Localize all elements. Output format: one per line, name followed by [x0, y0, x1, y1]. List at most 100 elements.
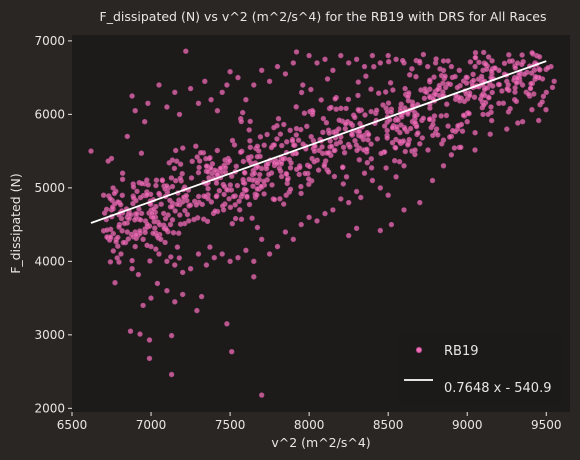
- data-point: [333, 106, 339, 112]
- data-point: [393, 56, 399, 62]
- data-point: [254, 179, 260, 186]
- data-point: [394, 124, 400, 130]
- data-point: [314, 60, 320, 66]
- data-point: [432, 91, 439, 98]
- data-point: [353, 225, 360, 232]
- data-point: [396, 159, 403, 165]
- data-point: [385, 52, 391, 59]
- data-point: [140, 302, 146, 309]
- data-point: [358, 133, 364, 140]
- data-point: [427, 86, 433, 92]
- data-point: [330, 129, 337, 135]
- data-point: [130, 184, 137, 190]
- data-point: [162, 215, 169, 222]
- data-point: [512, 65, 518, 71]
- data-point: [134, 211, 140, 217]
- data-point: [138, 210, 145, 217]
- data-point: [460, 78, 467, 84]
- data-point: [415, 130, 421, 136]
- data-point: [361, 63, 368, 70]
- data-point: [485, 111, 491, 118]
- data-point: [357, 120, 363, 127]
- data-point: [321, 163, 327, 169]
- data-point: [402, 148, 408, 155]
- data-point: [430, 132, 436, 139]
- data-point: [418, 87, 424, 93]
- data-point: [543, 89, 549, 96]
- data-point: [138, 150, 145, 156]
- data-point: [368, 156, 374, 162]
- data-point: [332, 96, 338, 102]
- data-point: [389, 140, 396, 146]
- data-point: [496, 100, 502, 107]
- data-point: [264, 131, 270, 138]
- fit-line-group: [90, 60, 547, 224]
- data-point: [233, 163, 240, 170]
- data-point: [456, 67, 462, 74]
- data-point: [246, 201, 253, 208]
- data-point: [374, 136, 380, 142]
- data-point: [176, 255, 183, 261]
- data-point: [207, 244, 213, 250]
- data-point: [533, 74, 539, 81]
- data-point: [348, 120, 354, 127]
- data-point: [401, 163, 407, 169]
- data-point: [250, 183, 256, 189]
- data-point: [420, 115, 426, 122]
- x-tick-label: 9500: [531, 418, 562, 432]
- data-point: [148, 295, 154, 301]
- data-point: [369, 52, 376, 59]
- data-point: [355, 79, 361, 85]
- data-point: [377, 227, 383, 234]
- data-point: [537, 67, 543, 73]
- data-point: [247, 144, 254, 151]
- data-point: [227, 204, 234, 211]
- data-point: [144, 221, 151, 228]
- data-point: [322, 56, 328, 62]
- data-point: [306, 163, 313, 170]
- data-point: [205, 186, 211, 192]
- data-point: [124, 133, 131, 140]
- data-point: [487, 131, 493, 137]
- data-point: [203, 262, 210, 268]
- data-point: [161, 210, 167, 217]
- data-point: [205, 169, 211, 175]
- data-point: [290, 236, 296, 243]
- data-point: [145, 182, 151, 188]
- data-point: [421, 95, 428, 102]
- data-point: [184, 211, 191, 218]
- data-point: [295, 137, 302, 143]
- data-point: [226, 158, 233, 164]
- data-point: [193, 202, 200, 208]
- data-point: [182, 207, 188, 214]
- data-point: [311, 148, 318, 154]
- data-point: [176, 230, 182, 236]
- data-point: [269, 182, 275, 188]
- data-point: [164, 288, 170, 294]
- data-point: [199, 201, 206, 208]
- data-point: [392, 145, 399, 151]
- data-point: [528, 70, 535, 76]
- data-point: [368, 141, 374, 147]
- data-point: [130, 200, 136, 207]
- data-point: [492, 65, 498, 71]
- data-point: [343, 174, 350, 180]
- data-point: [238, 149, 244, 155]
- data-point: [429, 177, 436, 184]
- data-point: [119, 170, 126, 176]
- data-point: [219, 89, 225, 96]
- data-point: [504, 126, 510, 132]
- data-point: [227, 258, 233, 264]
- data-point: [180, 269, 186, 276]
- data-point: [481, 49, 487, 56]
- data-point: [274, 160, 280, 167]
- data-point: [135, 271, 142, 278]
- data-point: [274, 63, 281, 70]
- data-point: [535, 117, 542, 124]
- data-point: [119, 228, 125, 234]
- data-point: [352, 114, 358, 121]
- data-point: [409, 66, 415, 72]
- data-point: [164, 258, 170, 264]
- data-point: [221, 183, 228, 190]
- data-point: [376, 90, 382, 96]
